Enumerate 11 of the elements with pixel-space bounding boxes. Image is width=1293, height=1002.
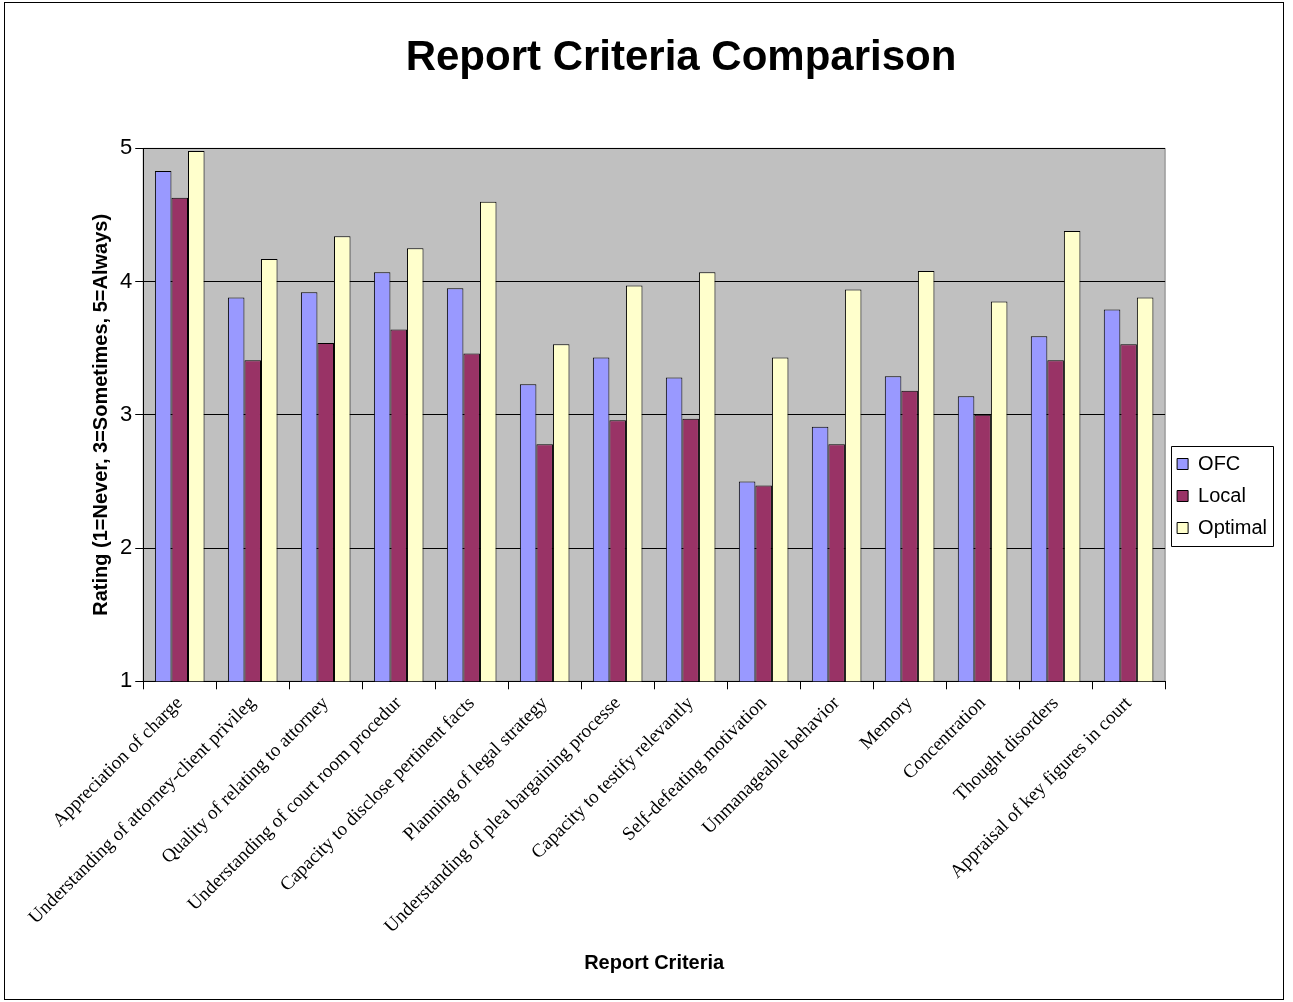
y-tick-label: 2 [119, 534, 133, 560]
legend-label: Local [1198, 483, 1246, 506]
y-tick-label: 4 [119, 267, 133, 293]
chart-title: Report Criteria Comparison [405, 31, 957, 79]
y-axis-title: Rating (1=Never, 3=Sometimes, 5=Always) [88, 213, 111, 616]
y-tick-label: 5 [119, 134, 133, 160]
y-tick-label: 1 [119, 667, 133, 693]
x-axis-title: Report Criteria [584, 950, 726, 973]
legend-label: Optimal [1198, 515, 1267, 538]
y-tick-label: 3 [119, 400, 133, 426]
legend-label: OFC [1198, 451, 1241, 474]
